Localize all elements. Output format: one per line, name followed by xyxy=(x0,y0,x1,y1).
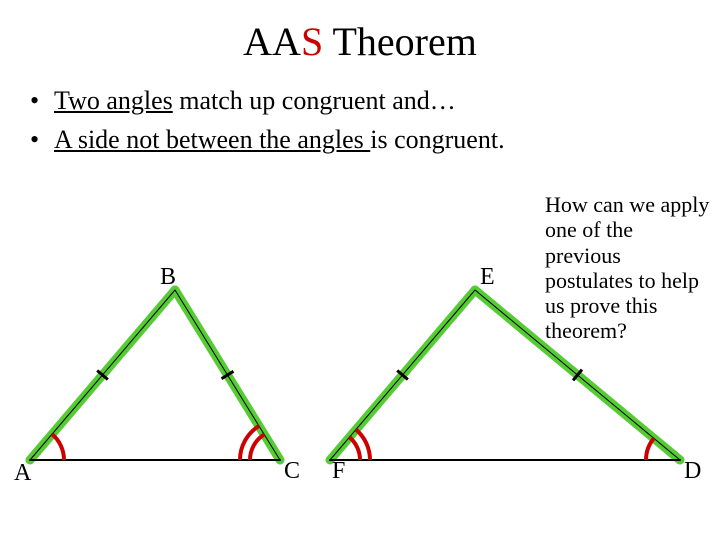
title-rest: Theorem xyxy=(323,19,477,64)
triangle-diagram: A B C F E D xyxy=(0,260,720,520)
vertex-label-E: E xyxy=(480,264,495,290)
bullet-list: • Two angles match up congruent and… • A… xyxy=(0,65,720,157)
bullet-text: Two angles match up congruent and… xyxy=(54,83,456,118)
bullet-rest: is congruent. xyxy=(370,125,504,154)
bullet-dot: • xyxy=(30,122,54,157)
title-s: S xyxy=(301,19,323,64)
vertex-label-A: A xyxy=(14,460,32,486)
bullet-item: • Two angles match up congruent and… xyxy=(30,83,690,118)
bullet-dot: • xyxy=(30,83,54,118)
bullet-underlined: Two angles xyxy=(54,86,173,115)
bullet-text: A side not between the angles is congrue… xyxy=(54,122,505,157)
diagram-svg: A B C F E D xyxy=(0,260,720,520)
page-title: AAS Theorem xyxy=(0,0,720,65)
vertex-label-B: B xyxy=(160,264,176,290)
vertex-label-F: F xyxy=(332,458,345,484)
title-aa: AA xyxy=(243,19,301,64)
bullet-item: • A side not between the angles is congr… xyxy=(30,122,690,157)
vertex-label-C: C xyxy=(284,458,300,484)
vertex-label-D: D xyxy=(684,458,701,484)
bullet-rest: match up congruent and… xyxy=(173,86,456,115)
bullet-underlined: A side not between the angles xyxy=(54,125,370,154)
